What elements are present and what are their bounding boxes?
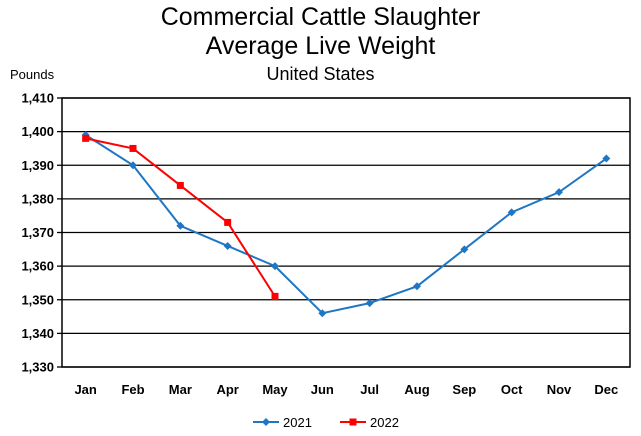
data-point-2021	[460, 245, 469, 254]
data-point-2022	[224, 218, 232, 226]
data-point-2021	[507, 208, 516, 217]
x-tick-label: May	[262, 382, 288, 397]
data-point-2021	[413, 282, 421, 291]
y-axis-label: Pounds	[10, 67, 55, 82]
y-tick-label: 1,400	[21, 124, 54, 139]
chart-subtitle: Average Live Weight	[205, 32, 436, 60]
data-point-2021	[271, 262, 279, 271]
data-point-2022	[271, 292, 279, 300]
chart-title: Commercial Cattle Slaughter	[160, 3, 481, 31]
y-tick-label: 1,380	[21, 191, 54, 206]
x-tick-label: Jul	[360, 382, 379, 397]
y-tick-label: 1,410	[21, 91, 54, 106]
legend-marker-2021	[262, 418, 270, 426]
x-tick-label: Nov	[547, 382, 572, 397]
x-tick-label: Jun	[311, 382, 334, 397]
x-tick-label: Dec	[594, 382, 618, 397]
chart-subtitle-region: United States	[266, 64, 375, 84]
x-tick-label: Apr	[216, 382, 238, 397]
data-point-2021	[602, 154, 611, 163]
data-point-2022	[82, 134, 90, 142]
x-tick-label: Sep	[452, 382, 476, 397]
legend-label-2021: 2021	[283, 415, 312, 430]
y-tick-label: 1,360	[21, 259, 54, 274]
data-point-2021	[223, 241, 232, 250]
y-tick-label: 1,340	[21, 326, 54, 341]
data-point-2022	[176, 181, 184, 189]
y-tick-label: 1,350	[21, 292, 54, 307]
plot-border	[61, 97, 631, 368]
series-line-2022	[85, 137, 276, 297]
y-tick-label: 1,370	[21, 225, 54, 240]
legend-marker-2022	[349, 418, 357, 426]
data-point-2021	[318, 309, 327, 318]
y-tick-label: 1,330	[21, 360, 54, 375]
legend-label-2022: 2022	[370, 415, 399, 430]
x-tick-label: Oct	[501, 382, 523, 397]
y-tick-label: 1,390	[21, 158, 54, 173]
x-tick-label: Aug	[404, 382, 429, 397]
x-tick-label: Feb	[121, 382, 144, 397]
data-point-2021	[555, 188, 563, 197]
data-point-2021	[129, 161, 137, 170]
series-line-2021	[85, 134, 607, 315]
data-point-2021	[365, 299, 374, 308]
x-tick-label: Jan	[74, 382, 96, 397]
x-tick-label: Mar	[169, 382, 192, 397]
data-point-2021	[176, 221, 185, 230]
data-point-2022	[129, 144, 137, 152]
